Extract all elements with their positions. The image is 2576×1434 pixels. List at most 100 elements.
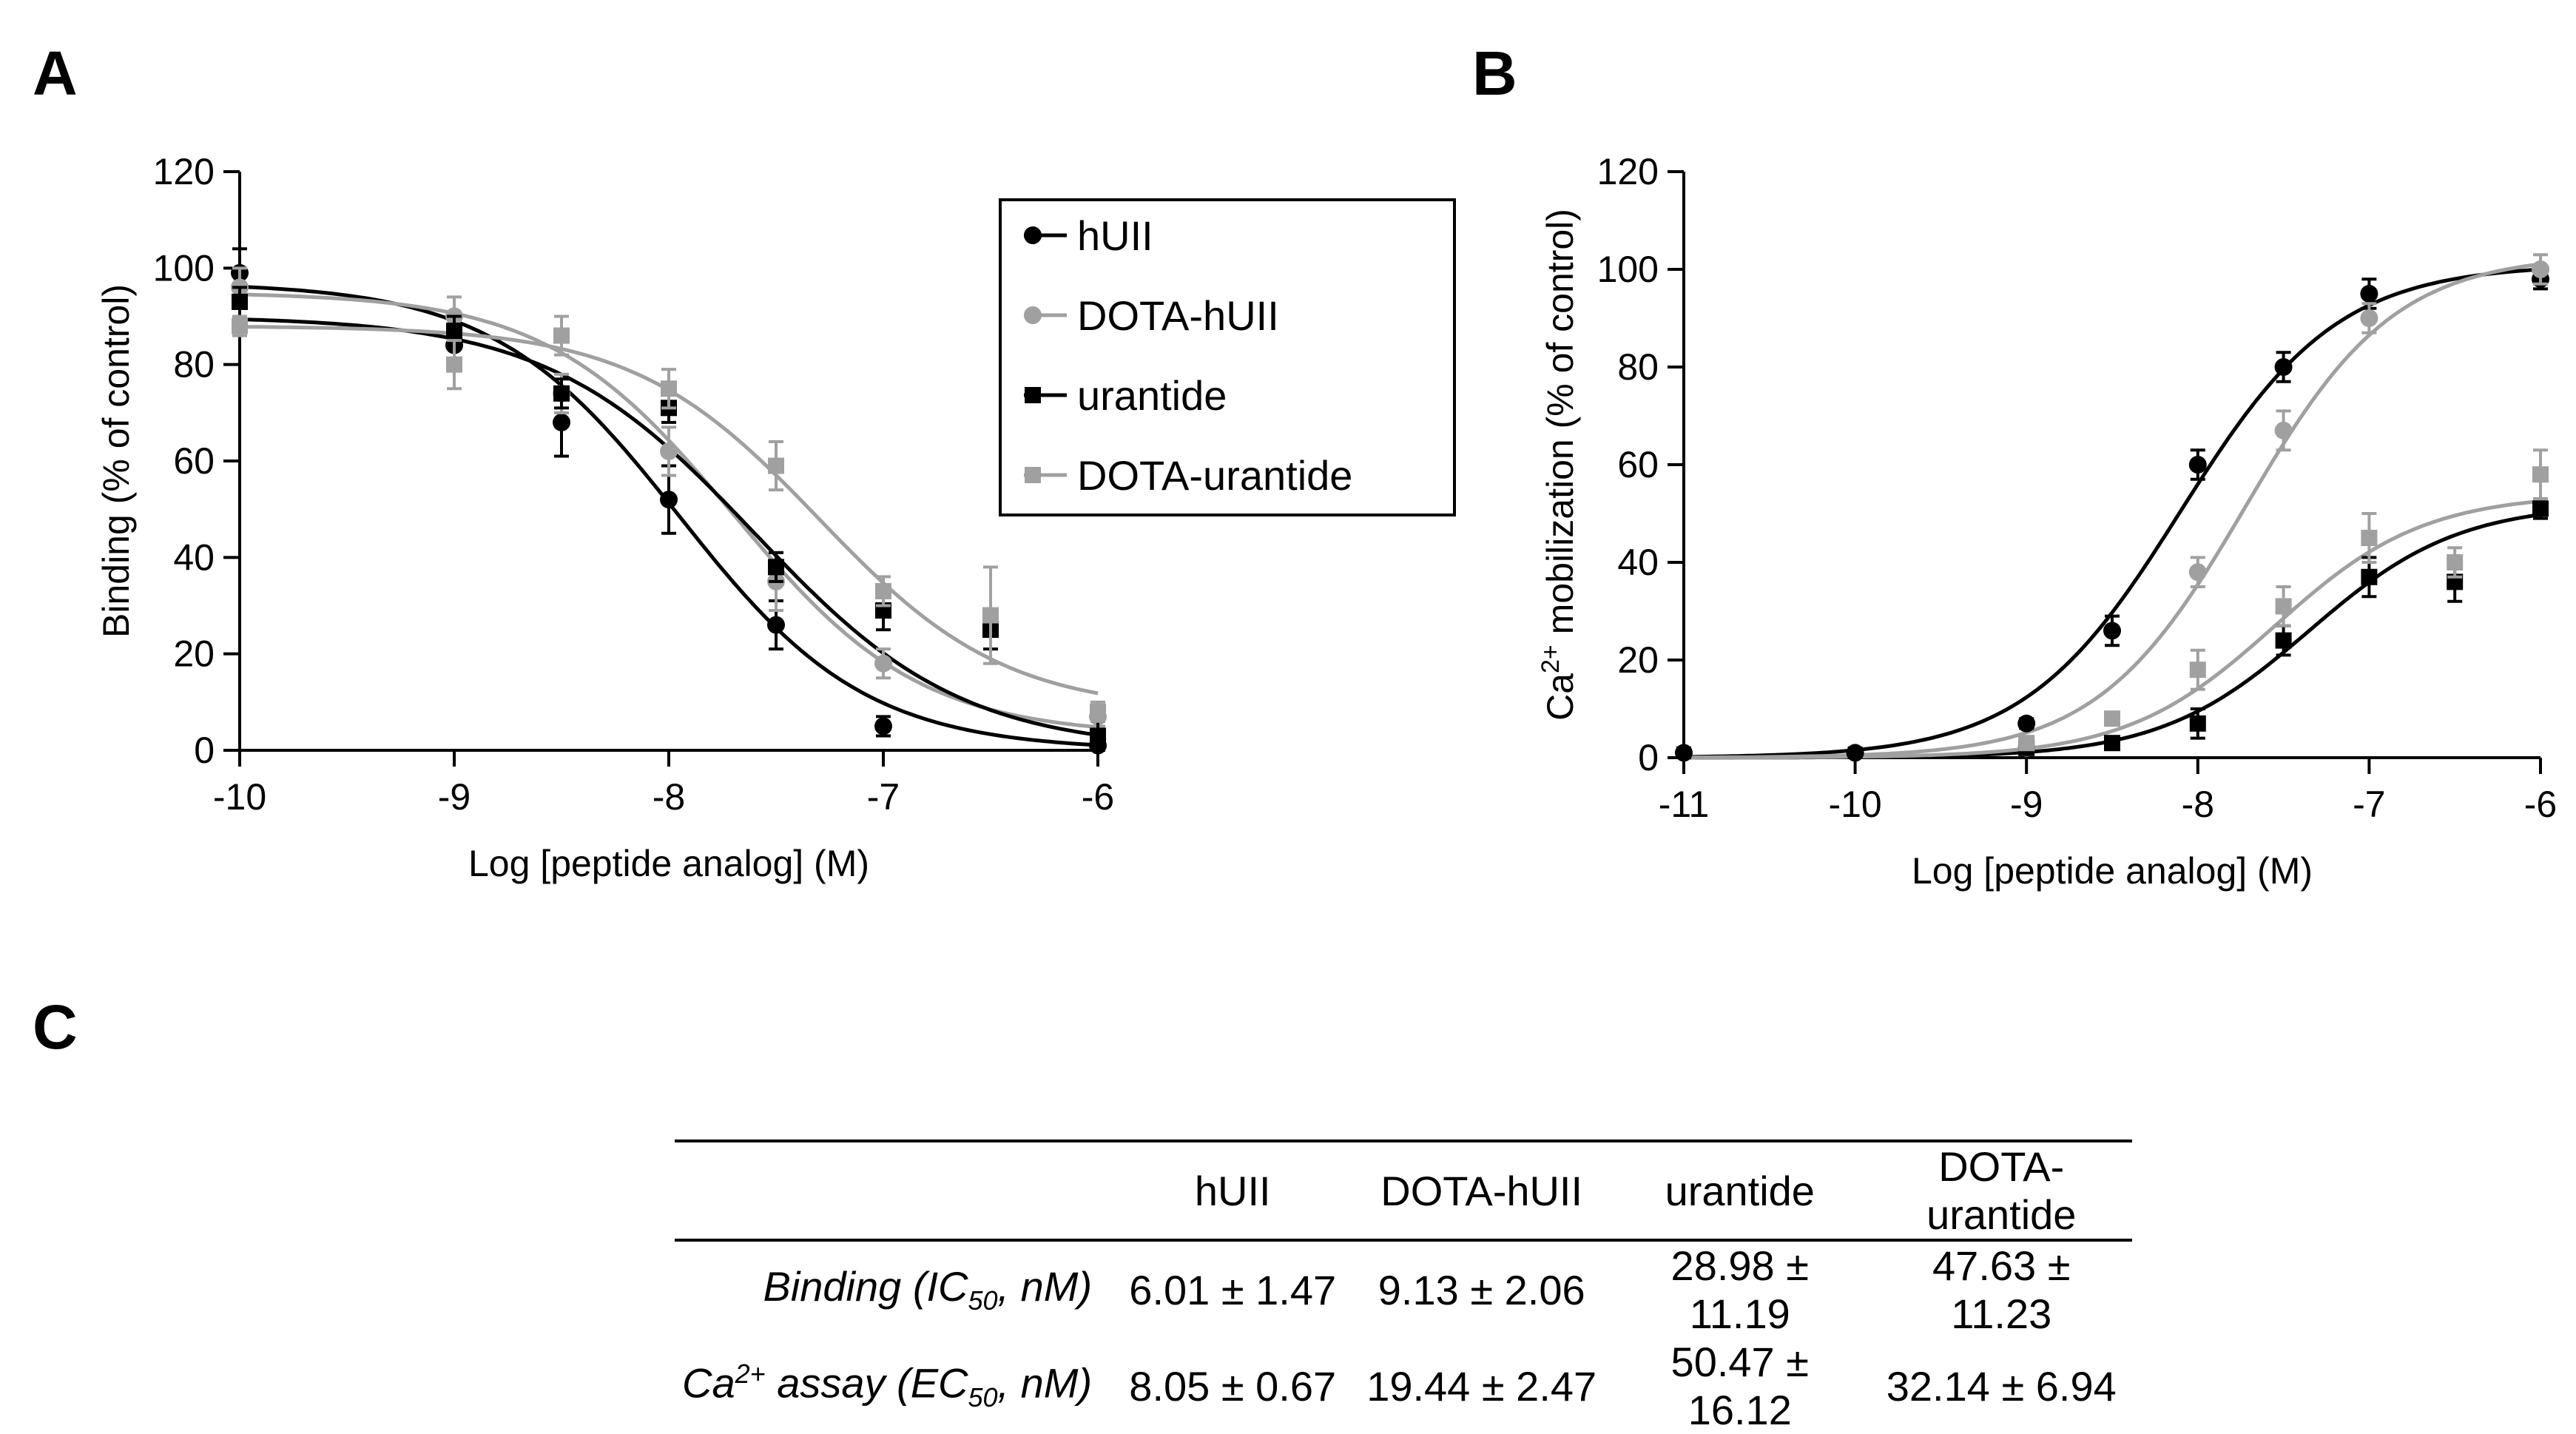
fit-curve-dota-huii xyxy=(1684,262,2541,760)
x-tick-label: -8 xyxy=(2182,784,2214,825)
legend-label: hUII xyxy=(1077,212,1153,259)
data-point-urantide xyxy=(2532,500,2549,517)
row-label-subscript: 50 xyxy=(968,1381,998,1413)
y-axis-title-superscript: 2+ xyxy=(1537,644,1565,673)
row-label-ca-assay: Ca2+ assay (EC50, nM) xyxy=(675,1338,1111,1434)
data-point-dota-urantide xyxy=(2189,662,2206,679)
x-axis-title: Log [peptide analog] (M) xyxy=(1912,850,2313,892)
data-point-dota-urantide xyxy=(2275,598,2292,615)
data-point-huii xyxy=(1846,744,1864,762)
data-point-urantide xyxy=(2104,735,2120,752)
data-point-dota-urantide xyxy=(2018,735,2035,752)
data-point-urantide xyxy=(446,323,462,340)
chart-panel-a: 0 20 40 60 80 100 120 -10 -9 -8 -7 -6 Log [peptide a… xyxy=(95,151,1456,884)
data-point-urantide xyxy=(232,293,248,310)
data-point-dota-huii xyxy=(660,442,678,460)
x-tick-label: -8 xyxy=(653,776,685,818)
x-tick-label: -10 xyxy=(213,776,266,818)
data-point-dota-urantide xyxy=(661,380,677,397)
row-label-text: Binding (IC xyxy=(763,1263,968,1310)
table-row: Binding (IC50, nM) 6.01 ± 1.47 9.13 ± 2.… xyxy=(675,1240,2132,1338)
y-tick-label: 40 xyxy=(173,536,215,578)
y-axis-title-text: Ca xyxy=(1540,673,1581,721)
data-point-huii xyxy=(2360,285,2378,303)
data-point-dota-urantide xyxy=(2532,466,2549,483)
data-point-dota-urantide xyxy=(2447,554,2464,570)
data-point-huii xyxy=(767,616,785,634)
data-point-huii xyxy=(2103,622,2121,640)
x-tick-label: -9 xyxy=(438,776,471,818)
data-point-huii xyxy=(2274,358,2293,376)
figure: A B 0 20 40 60 80 100 120 -10 -9 -8 -7 -6 Log [pepti… xyxy=(33,38,2557,892)
y-tick-label: 20 xyxy=(1617,639,1659,681)
table-corner xyxy=(675,1141,1111,1240)
data-point-huii xyxy=(660,491,678,509)
y-axis-title-text: mobilization (% of control) xyxy=(1540,209,1581,644)
x-tick-label: -6 xyxy=(1082,776,1114,818)
y-tick-label: 0 xyxy=(1638,737,1659,778)
table-header: urantide xyxy=(1665,1167,1815,1214)
data-point-dota-urantide xyxy=(232,317,248,334)
y-tick-label: 80 xyxy=(1617,346,1659,388)
table-cell: 47.63 ± 11.23 xyxy=(1932,1242,2071,1337)
row-label-text: Ca xyxy=(682,1359,735,1407)
x-tick-label: -6 xyxy=(2524,784,2557,825)
panel-letter-c: C xyxy=(33,992,78,1062)
row-label-subscript: 50 xyxy=(968,1285,998,1316)
y-axis-title: Binding (% of control) xyxy=(95,284,137,638)
table-cell: 50.47 ± 16.12 xyxy=(1670,1339,1809,1433)
results-table: hUII DOTA-hUII urantide DOTA-urantide Bi… xyxy=(675,1140,2132,1434)
table-header: DOTA-hUII xyxy=(1380,1167,1583,1214)
x-tick-label: -7 xyxy=(867,776,900,818)
data-point-dota-huii xyxy=(2188,563,2207,582)
legend-label: DOTA-hUII xyxy=(1077,292,1279,339)
table-cell: 19.44 ± 2.47 xyxy=(1366,1362,1597,1410)
data-point-dota-urantide xyxy=(553,327,570,344)
legend-box xyxy=(999,198,1456,516)
legend-marker xyxy=(1024,306,1042,324)
x-tick-label: -11 xyxy=(1659,784,1710,825)
legend-marker xyxy=(1025,467,1041,483)
data-point-dota-urantide xyxy=(2361,530,2378,546)
data-point-huii xyxy=(1675,744,1693,762)
y-axis-title: Ca2+ mobilization (% of control) xyxy=(1537,209,1581,721)
data-point-urantide xyxy=(2189,715,2206,732)
y-tick-label: 40 xyxy=(1617,542,1659,583)
y-tick-label: 120 xyxy=(153,151,215,192)
legend-label: DOTA-urantide xyxy=(1077,452,1352,499)
data-point-dota-urantide xyxy=(2104,710,2120,727)
data-point-urantide xyxy=(2275,632,2292,649)
legend-marker xyxy=(1024,226,1042,244)
data-point-dota-urantide xyxy=(1090,703,1106,720)
data-point-dota-huii xyxy=(2360,309,2378,327)
y-tick-label: 60 xyxy=(173,440,215,482)
y-tick-label: 120 xyxy=(1597,151,1659,192)
y-tick-label: 80 xyxy=(173,344,215,386)
x-axis-title: Log [peptide analog] (M) xyxy=(468,843,869,884)
table-cell: 6.01 ± 1.47 xyxy=(1129,1266,1337,1313)
x-tick-label: -10 xyxy=(1828,784,1881,825)
y-tick-label: 20 xyxy=(173,633,215,675)
data-point-dota-huii xyxy=(874,654,892,673)
data-point-dota-urantide xyxy=(982,607,999,624)
y-tick-label: 0 xyxy=(194,730,215,771)
y-tick-label: 100 xyxy=(153,247,215,289)
data-point-urantide xyxy=(768,559,784,576)
table-cell: 8.05 ± 0.67 xyxy=(1129,1362,1337,1410)
row-label-binding: Binding (IC50, nM) xyxy=(675,1240,1111,1338)
table-cell: 9.13 ± 2.06 xyxy=(1378,1266,1585,1313)
chart-panel-b: 0 20 40 60 80 100 120 -11 -10 -9 -8 -7 -6 Log [peptid… xyxy=(1537,151,2557,892)
panel-letter-b: B xyxy=(1472,38,1517,108)
data-point-urantide xyxy=(553,385,570,402)
data-point-dota-urantide xyxy=(446,356,462,373)
x-tick-label: -9 xyxy=(2010,784,2043,825)
row-label-text: , nM) xyxy=(997,1263,1093,1310)
y-tick-label: 100 xyxy=(1597,249,1659,290)
panel-letter-a: A xyxy=(33,38,78,108)
row-label-text: , nM) xyxy=(997,1359,1093,1407)
table-header: hUII xyxy=(1194,1167,1271,1214)
row-label-superscript: 2+ xyxy=(735,1359,766,1390)
data-point-huii xyxy=(2188,456,2207,474)
data-point-dota-huii xyxy=(2274,421,2293,440)
table-header-row: hUII DOTA-hUII urantide DOTA-urantide xyxy=(675,1141,2132,1240)
